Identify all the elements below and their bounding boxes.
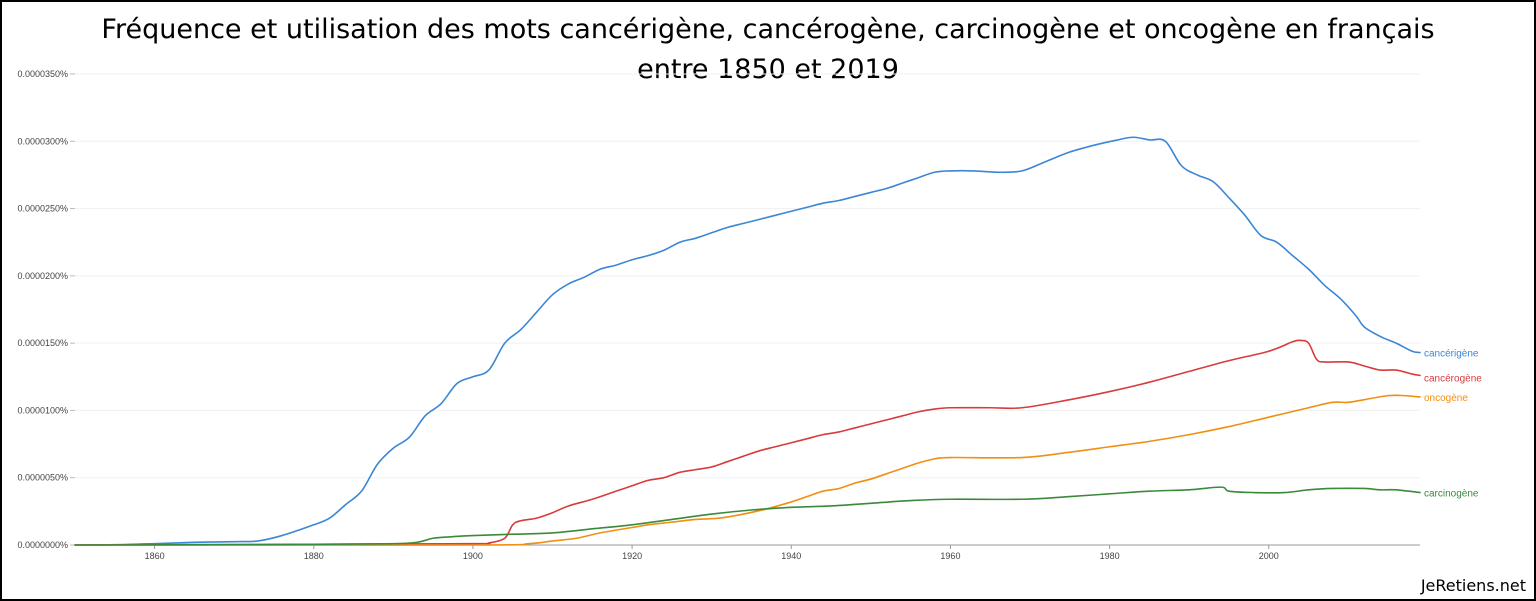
- series-label-carcinogene: carcinogène: [1424, 489, 1479, 500]
- grid-layer: [75, 73, 1420, 479]
- y-tick-label: 0.0000000%: [17, 540, 68, 550]
- x-tick-label: 1860: [145, 551, 165, 561]
- y-tick-label: 0.0000250%: [17, 204, 68, 214]
- watermark: JeRetiens.net: [1420, 576, 1526, 595]
- series-line-cancerigene: [74, 136, 1421, 546]
- x-tick-label: 1940: [781, 551, 801, 561]
- series-label-cancerogene: cancérogène: [1424, 373, 1482, 384]
- x-tick-label: 1880: [304, 551, 324, 561]
- series-line-oncogene: [74, 394, 1421, 546]
- y-tick-label: 0.0000350%: [17, 69, 68, 79]
- x-tick-label: 2000: [1259, 551, 1279, 561]
- y-tick-label: 0.0000300%: [17, 136, 68, 146]
- series-line-cancerogene: [74, 339, 1421, 546]
- series-label-layer: cancérigène cancérogène oncogène carcinogèn…: [1424, 349, 1482, 500]
- series-line-carcinogene: [74, 486, 1421, 546]
- x-tick-label: 1980: [1100, 551, 1120, 561]
- x-tick-label: 1920: [622, 551, 642, 561]
- series-layer: [74, 136, 1421, 546]
- y-tick-label: 0.0000050%: [17, 473, 68, 483]
- x-tick-label: 1900: [463, 551, 483, 561]
- series-label-oncogene: oncogène: [1424, 393, 1468, 404]
- x-tick-label: 1960: [940, 551, 960, 561]
- chart-title-line-2: entre 1850 et 2019: [637, 54, 899, 85]
- series-label-cancerigene: cancérigène: [1424, 349, 1479, 360]
- chart-title: Fréquence et utilisation des mots cancér…: [0, 10, 1536, 90]
- y-tick-label: 0.0000100%: [17, 405, 68, 415]
- y-tick-label: 0.0000200%: [17, 271, 68, 281]
- y-tick-label: 0.0000150%: [17, 338, 68, 348]
- chart-title-line-1: Fréquence et utilisation des mots cancér…: [101, 14, 1435, 45]
